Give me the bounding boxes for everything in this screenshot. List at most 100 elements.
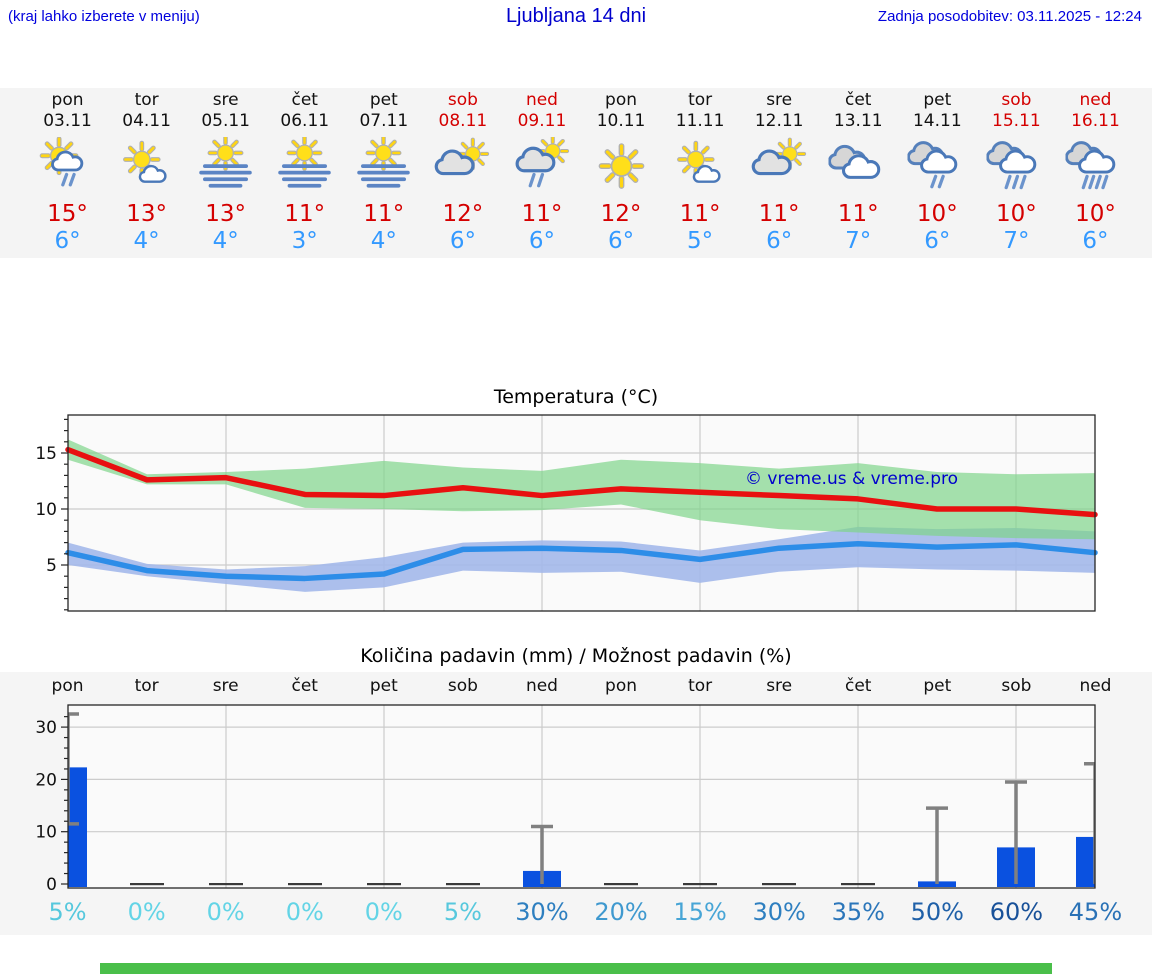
precip-day-label: sre	[766, 676, 793, 696]
watermark: © vreme.us & vreme.pro	[745, 469, 959, 489]
day-min-temp: 7°	[845, 228, 872, 254]
precip-probability: 50%	[910, 898, 964, 926]
day-min-temp: 6°	[607, 228, 635, 254]
sun-icon	[581, 135, 660, 199]
day-min-temp: 4°	[370, 228, 397, 254]
day-min-temp: 6°	[528, 228, 556, 254]
forecast-strip: pon 03.11 15° 6° tor 04.11 13° 4° sre 05.11 13° 4° č…	[0, 88, 1152, 258]
day-name: tor	[134, 90, 159, 110]
precip-day-label: sob	[447, 676, 478, 696]
day-min-temp: 6°	[449, 228, 476, 254]
precip-probability: 15%	[673, 898, 727, 926]
sun-fog-icon	[344, 135, 423, 199]
precip-probability: 30%	[515, 898, 569, 926]
day-date: 12.11	[754, 111, 804, 131]
svg-text:20: 20	[35, 770, 57, 790]
precip-probability: 5%	[443, 898, 482, 926]
forecast-day: pon 10.11 12° 6°	[581, 90, 660, 258]
svg-text:10: 10	[35, 500, 57, 520]
forecast-day: čet 06.11 11° 3°	[265, 90, 344, 258]
precip-probability: 0%	[285, 898, 324, 926]
precip-probability: 30%	[752, 898, 806, 926]
day-name: sob	[447, 90, 478, 110]
day-max-temp: 11°	[758, 201, 800, 227]
precip-probability: 35%	[831, 898, 885, 926]
precip-day-label: pon	[605, 676, 637, 696]
day-name: pet	[923, 90, 952, 110]
day-name: ned	[1079, 90, 1112, 110]
day-name: tor	[688, 90, 713, 110]
day-min-temp: 6°	[1082, 228, 1109, 254]
precip-probability: 5%	[48, 898, 87, 926]
day-date: 09.11	[517, 111, 567, 131]
day-date: 03.11	[43, 111, 92, 131]
forecast-day: pon 03.11 15° 6°	[28, 90, 107, 258]
day-date: 08.11	[438, 111, 488, 131]
cloud-rain-4-icon	[1056, 135, 1135, 199]
sun-cloud-rain-icon	[28, 135, 107, 199]
day-min-temp: 6°	[766, 228, 793, 254]
day-name: pet	[369, 90, 398, 110]
forecast-day: pet 14.11 10° 6°	[898, 90, 977, 258]
precip-day-label: pet	[923, 676, 952, 696]
precip-probability: 0%	[127, 898, 166, 926]
precip-probability: 0%	[206, 898, 245, 926]
day-max-temp: 13°	[126, 201, 167, 227]
precipitation-chart-title: Količina padavin (mm) / Možnost padavin …	[360, 645, 792, 667]
precip-day-label: sre	[212, 676, 239, 696]
day-name: čet	[291, 90, 318, 110]
precip-day-label: tor	[134, 676, 159, 696]
day-min-temp: 6°	[54, 228, 81, 254]
sun-cloud-small-icon	[661, 135, 740, 199]
temperature-chart: 5 10 15	[35, 414, 1098, 612]
day-max-temp: 11°	[363, 201, 405, 227]
day-max-temp: 13°	[205, 201, 247, 227]
day-date: 04.11	[122, 111, 171, 131]
day-name: sob	[1001, 90, 1032, 110]
day-min-temp: 4°	[212, 228, 239, 254]
day-max-temp: 11°	[837, 201, 879, 227]
svg-text:15: 15	[35, 444, 57, 464]
precip-probability: 0%	[364, 898, 403, 926]
svg-text:5: 5	[46, 556, 57, 576]
cloud-rain-3-icon	[977, 135, 1056, 199]
forecast-day: ned 16.11 10° 6°	[1056, 90, 1135, 258]
cloud-sun-icon	[740, 135, 819, 199]
sun-fog-icon	[186, 135, 265, 199]
forecast-day: tor 11.11 11° 5°	[661, 90, 740, 258]
precip-day-label: ned	[525, 676, 558, 696]
precip-probability: 60%	[989, 898, 1044, 926]
last-update: Zadnja posodobitev: 03.11.2025 - 12:24	[877, 8, 1142, 25]
svg-text:10: 10	[35, 823, 57, 843]
footer-banner	[100, 963, 1052, 974]
day-name: sre	[766, 90, 793, 110]
precip-day-label: sob	[1001, 676, 1032, 696]
day-name: pon	[605, 90, 637, 110]
day-min-temp: 3°	[291, 228, 318, 254]
precip-day-label: čet	[845, 676, 872, 696]
day-min-temp: 4°	[133, 228, 160, 254]
precip-probability-row: 5% 0% 0% 0% 0% 5% 30% 20% 15% 30% 35% 50% 60% 45%	[0, 898, 1152, 926]
forecast-day: sob 08.11 12° 6°	[423, 90, 502, 258]
cloud-sun-rain-icon	[502, 135, 581, 199]
precip-day-label: ned	[1079, 676, 1112, 696]
day-date: 07.11	[359, 111, 409, 131]
day-date: 05.11	[201, 111, 250, 131]
day-date: 16.11	[1071, 111, 1120, 131]
day-name: pon	[51, 90, 84, 110]
svg-text:0: 0	[46, 875, 57, 892]
day-max-temp: 11°	[679, 201, 721, 227]
forecast-day: sob 15.11 10° 7°	[977, 90, 1056, 258]
cloudy-icon	[819, 135, 898, 199]
day-date: 06.11	[280, 111, 330, 131]
sun-fog-icon	[265, 135, 344, 199]
day-min-temp: 6°	[924, 228, 951, 254]
day-max-temp: 15°	[47, 201, 88, 227]
cloud-rain-2-icon	[898, 135, 977, 199]
day-min-temp: 5°	[687, 228, 714, 254]
forecast-day: ned 09.11 11° 6°	[502, 90, 581, 258]
forecast-day: pet 07.11 11° 4°	[344, 90, 423, 258]
precip-day-label: pet	[369, 676, 398, 696]
day-date: 11.11	[675, 111, 725, 131]
day-date: 10.11	[596, 111, 646, 131]
